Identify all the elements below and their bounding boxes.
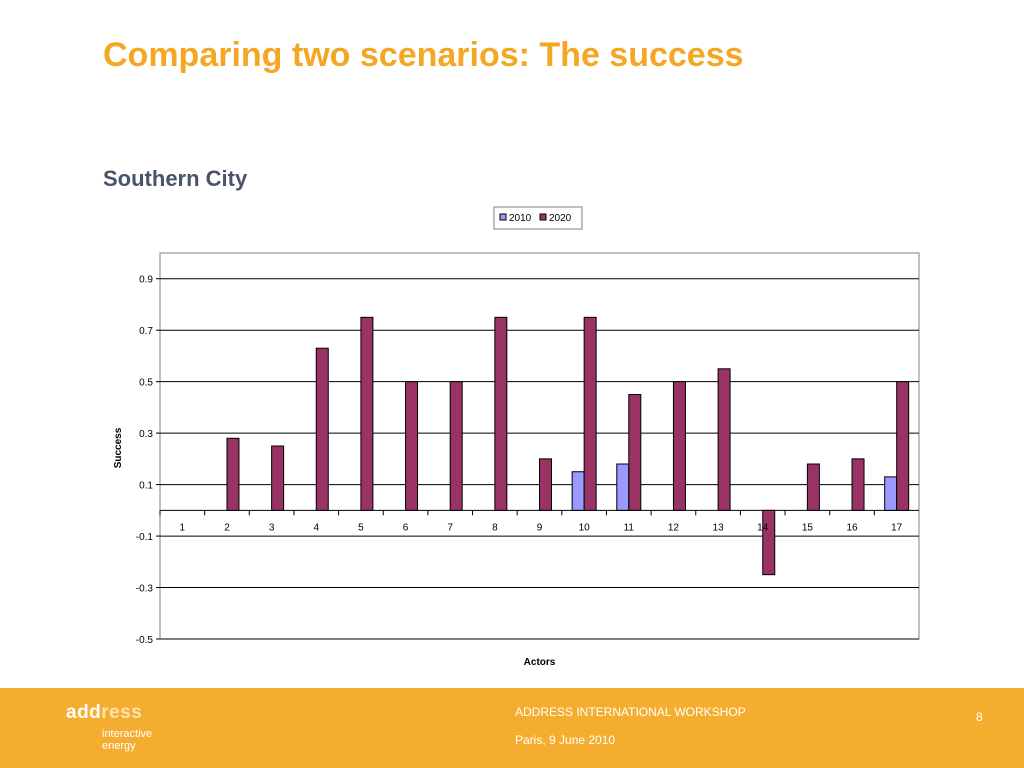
x-tick-label: 11 bbox=[624, 522, 635, 533]
bar-2010-11 bbox=[616, 463, 630, 511]
logo-tagline-line2: energy bbox=[102, 740, 136, 752]
x-tick-label: 10 bbox=[579, 522, 591, 533]
bar-2020-13 bbox=[717, 368, 731, 511]
slide-subtitle: Southern City bbox=[103, 166, 248, 191]
page-number: 8 bbox=[976, 710, 983, 724]
bar-2020-15 bbox=[806, 463, 820, 511]
bar-2010-17 bbox=[884, 476, 898, 511]
workshop-name: ADDRESS INTERNATIONAL WORKSHOP bbox=[515, 705, 746, 719]
bar-2020-7 bbox=[449, 381, 463, 511]
bar-2020-12 bbox=[672, 381, 686, 511]
y-tick-label: 0.7 bbox=[139, 326, 153, 337]
bar-2020-2 bbox=[226, 437, 240, 511]
y-tick-label: 0.9 bbox=[139, 275, 153, 286]
bar-2020-14 bbox=[762, 509, 776, 576]
x-tick-label: 3 bbox=[269, 522, 275, 533]
x-tick-label: 7 bbox=[447, 522, 453, 533]
legend-label-2020: 2020 bbox=[549, 213, 572, 224]
bar-2020-17 bbox=[896, 381, 910, 511]
x-tick-label: 16 bbox=[846, 522, 858, 533]
footer-bar: address interactive energy ADDRESS INTER… bbox=[0, 688, 1024, 768]
bar-2020-10 bbox=[583, 316, 597, 511]
bar-2020-5 bbox=[360, 316, 374, 511]
address-logo: address interactive energy bbox=[66, 702, 152, 752]
legend-swatch-2010 bbox=[499, 213, 507, 221]
y-tick-label: -0.1 bbox=[136, 532, 154, 543]
bar-2020-16 bbox=[851, 458, 865, 511]
x-tick-label: 17 bbox=[891, 522, 903, 533]
bar-chart: -0.5-0.3-0.10.10.30.50.70.91 2 3 4 5 6 7 8 9 10 11… bbox=[113, 206, 920, 668]
bar-2020-11 bbox=[628, 394, 642, 511]
x-tick-label: 8 bbox=[492, 522, 498, 533]
logo-tagline-line1: interactive bbox=[102, 728, 153, 740]
x-tick-label: 5 bbox=[358, 522, 364, 533]
x-tick-label: 4 bbox=[313, 522, 319, 533]
workshop-place-date: Paris, 9 June 2010 bbox=[515, 733, 616, 747]
x-tick-label: 12 bbox=[668, 522, 680, 533]
legend-box bbox=[493, 206, 583, 230]
y-axis-title: Success bbox=[113, 427, 124, 468]
logo-tagline: interactive energy bbox=[102, 728, 152, 752]
bar-2010-10 bbox=[571, 471, 585, 511]
x-tick-label: 1 bbox=[180, 522, 186, 533]
x-tick-label: 15 bbox=[802, 522, 814, 533]
logo-word-part1: add bbox=[66, 702, 102, 723]
bar-2020-4 bbox=[315, 347, 329, 511]
x-tick-label: 6 bbox=[403, 522, 409, 533]
plot-area bbox=[159, 252, 920, 640]
bar-2020-6 bbox=[405, 381, 419, 511]
logo-word-part2: ress bbox=[101, 702, 143, 723]
bar-2020-9 bbox=[539, 458, 552, 511]
legend-label-2010: 2010 bbox=[509, 213, 532, 224]
y-tick-label: 0.3 bbox=[139, 429, 153, 440]
y-tick-label: -0.5 bbox=[136, 635, 154, 646]
x-tick-label: 9 bbox=[537, 522, 543, 533]
legend-swatch-2020 bbox=[539, 213, 547, 221]
bar-2020-3 bbox=[271, 445, 285, 511]
x-tick-label: 14 bbox=[757, 522, 769, 533]
y-tick-label: 0.1 bbox=[139, 481, 153, 492]
x-tick-label: 2 bbox=[224, 522, 230, 533]
x-tick-label: 13 bbox=[713, 522, 725, 533]
slide-title: Comparing two scenarios: The success bbox=[103, 36, 744, 74]
x-axis-title: Actors bbox=[524, 657, 556, 668]
y-tick-label: 0.5 bbox=[139, 378, 153, 389]
bar-2020-8 bbox=[494, 316, 508, 511]
y-tick-label: -0.3 bbox=[136, 584, 154, 595]
